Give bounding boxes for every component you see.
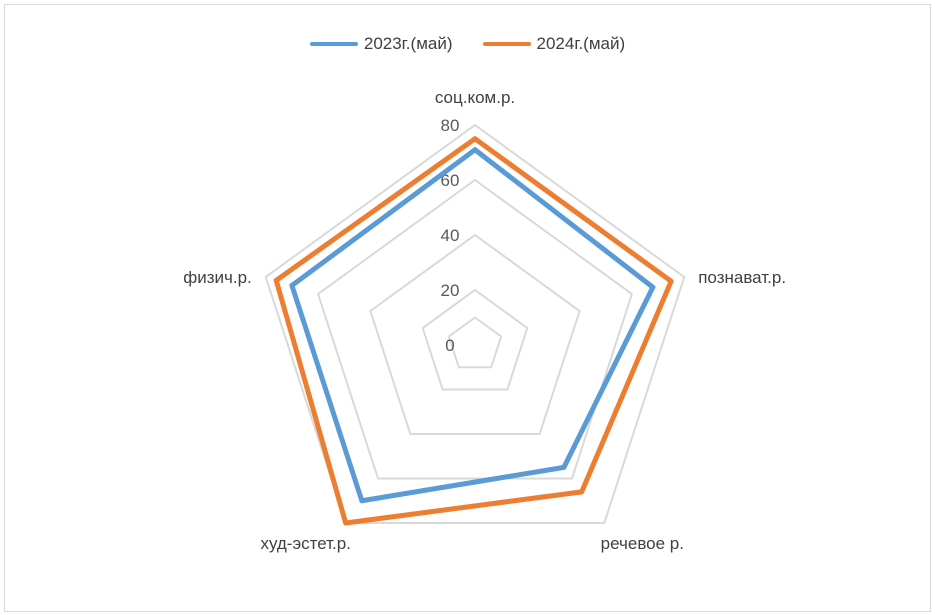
category-label-0: соц.ком.р. bbox=[435, 88, 515, 107]
legend-item-2024: 2024г.(май) bbox=[482, 34, 626, 54]
chart-frame bbox=[4, 4, 931, 612]
tick-label-60: 60 bbox=[441, 171, 460, 190]
tick-label-40: 40 bbox=[441, 226, 460, 245]
series-line-2023 bbox=[289, 147, 656, 504]
category-label-3: худ-эстет.р. bbox=[260, 534, 350, 553]
data-point-2023-0 bbox=[472, 147, 478, 153]
data-point-2023-4 bbox=[289, 283, 295, 289]
data-point-2024-2 bbox=[579, 489, 585, 495]
data-point-2024-0 bbox=[472, 136, 478, 142]
grid-ring-40 bbox=[369, 233, 581, 435]
data-point-2024-3 bbox=[343, 520, 349, 526]
grid-ring-60 bbox=[316, 178, 634, 480]
tick-label-80: 80 bbox=[441, 116, 460, 135]
grid-ring-80 bbox=[264, 123, 686, 524]
legend-item-2023: 2023г.(май) bbox=[309, 34, 453, 54]
category-label-2: речевое р. bbox=[601, 534, 684, 553]
data-point-2024-1 bbox=[668, 278, 674, 284]
legend: 2023г.(май) 2024г.(май) bbox=[0, 34, 935, 54]
category-label-1: познават.р. bbox=[698, 268, 786, 287]
series-line-2024 bbox=[273, 136, 674, 526]
data-point-2023-3 bbox=[359, 498, 365, 504]
data-point-2023-1 bbox=[650, 284, 656, 290]
legend-label-2023: 2023г.(май) bbox=[363, 34, 453, 53]
grid-ring-20 bbox=[421, 288, 529, 391]
tick-label-0: 0 bbox=[445, 336, 454, 355]
category-label-4: физич.р. bbox=[183, 268, 252, 287]
data-point-2023-2 bbox=[561, 464, 567, 470]
data-point-2024-4 bbox=[273, 277, 279, 283]
grid-ring-0 bbox=[447, 316, 503, 369]
legend-swatch-2024 bbox=[482, 42, 531, 46]
legend-label-2024: 2024г.(май) bbox=[536, 34, 626, 53]
tick-label-20: 20 bbox=[441, 281, 460, 300]
legend-swatch-2023 bbox=[309, 42, 358, 46]
